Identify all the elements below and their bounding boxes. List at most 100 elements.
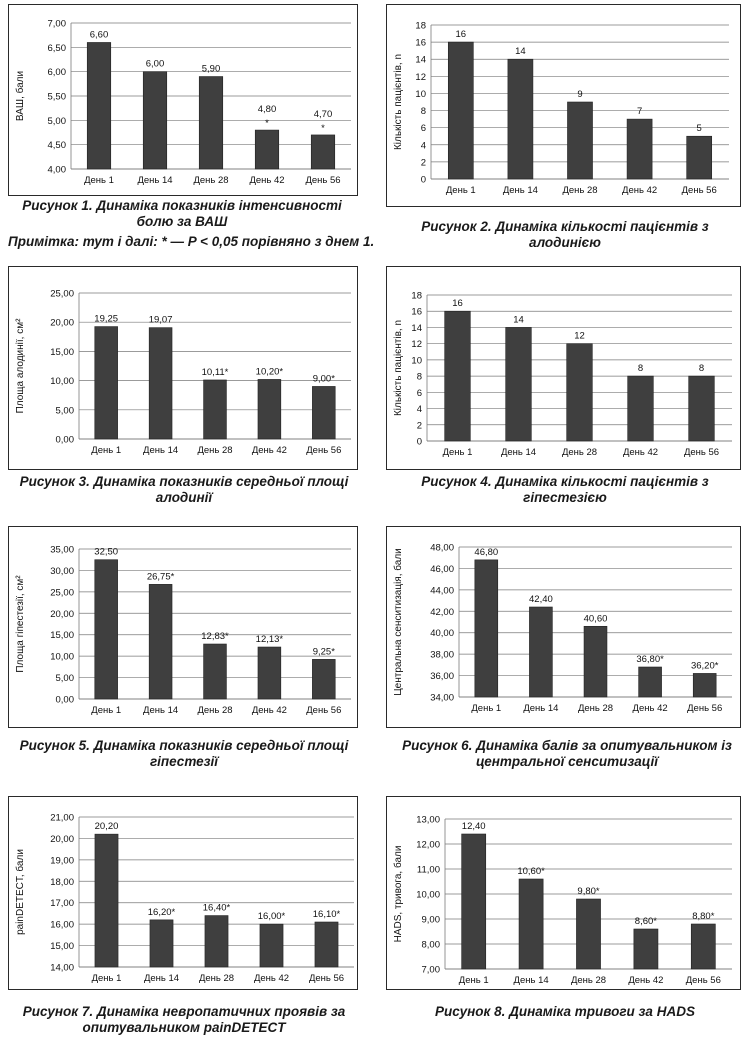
y-tick-label: 10,00 <box>50 376 74 387</box>
bar <box>314 921 339 968</box>
bar <box>94 559 118 700</box>
data-label: 16,10* <box>313 909 341 920</box>
y-tick-label: 10,00 <box>416 890 440 901</box>
bar <box>148 327 173 440</box>
chart-7-caption: Рисунок 7. Динаміка невропатичних прояві… <box>22 1004 346 1035</box>
chart-2-caption: Рисунок 2. Динаміка кількості пацієнтів … <box>421 219 709 250</box>
x-tick-label: День 42 <box>252 705 287 716</box>
chart-7-frame: 14,00 15,00 16,00 17,00 18,00 19,00 20,00 21,00… <box>8 796 358 990</box>
chart-5-frame: 0,00 5,00 10,00 15,00 20,00 25,00 30,00 35,00 32… <box>8 526 358 728</box>
data-label: 6,60 <box>90 29 109 40</box>
x-tick-label: День 42 <box>252 445 287 456</box>
y-tick-label: 8 <box>417 372 422 383</box>
x-tick-label: День 42 <box>249 175 284 186</box>
y-tick-label: 4,00 <box>48 165 67 176</box>
y-tick-label: 5,50 <box>48 92 67 103</box>
data-label: 12,13* <box>256 634 284 645</box>
bar <box>518 878 544 970</box>
x-tick-label: День 1 <box>459 975 489 986</box>
bar <box>310 134 336 170</box>
y-tick-label: 4 <box>417 404 422 415</box>
bar <box>507 58 534 180</box>
x-tick-label: День 56 <box>309 973 344 984</box>
y-axis-title: ВАШ, бали <box>14 71 26 121</box>
data-label: 14 <box>513 314 524 325</box>
y-tick-label: 2 <box>421 157 426 168</box>
y-tick-label: 2 <box>417 420 422 431</box>
bar <box>94 833 119 968</box>
bar <box>633 928 659 970</box>
x-tick-label: День 1 <box>471 703 501 714</box>
significance-star: * <box>321 123 325 134</box>
x-tick-label: День 14 <box>503 185 538 196</box>
y-tick-label: 15,00 <box>50 630 74 641</box>
y-tick-label: 15,00 <box>50 941 74 952</box>
chart-4-caption: Рисунок 4. Динаміка кількості пацієнтів … <box>421 474 709 505</box>
x-tick-label: День 1 <box>443 447 473 458</box>
bar <box>198 76 224 170</box>
data-label: 9,80* <box>577 886 599 897</box>
bar <box>627 375 654 442</box>
bar <box>626 118 653 180</box>
y-tick-label: 14 <box>411 323 422 334</box>
data-label: 12,40 <box>462 821 486 832</box>
y-tick-label: 8 <box>421 106 426 117</box>
y-tick-label: 4,50 <box>48 140 67 151</box>
y-tick-label: 11,00 <box>417 865 440 876</box>
y-tick-label: 18 <box>411 291 422 302</box>
chart-6-caption: Рисунок 6. Динаміка балів за опитувальни… <box>402 738 732 769</box>
data-label: 9,25* <box>313 646 335 657</box>
y-tick-label: 10 <box>411 355 422 366</box>
bar <box>529 606 553 698</box>
y-tick-label: 9,00 <box>422 915 441 926</box>
x-tick-label: День 14 <box>143 705 178 716</box>
bar <box>447 41 474 180</box>
y-tick-label: 6 <box>417 388 422 399</box>
y-axis-title: Площа гіпестезії, см² <box>15 575 26 673</box>
x-tick-label: День 42 <box>622 185 657 196</box>
x-tick-label: День 14 <box>523 703 558 714</box>
y-axis-title: Площа алодинії, см² <box>15 318 26 413</box>
y-tick-label: 17,00 <box>50 898 74 909</box>
data-label: 5 <box>697 123 702 134</box>
x-tick-label: День 1 <box>446 185 476 196</box>
bar <box>86 42 112 170</box>
x-tick-label: День 1 <box>91 445 121 456</box>
y-tick-label: 0 <box>417 437 422 448</box>
y-tick-label: 12 <box>415 72 426 83</box>
bar <box>461 833 487 970</box>
data-label: 16,20* <box>148 907 176 918</box>
y-tick-label: 44,00 <box>430 585 454 596</box>
bar <box>312 386 336 440</box>
x-tick-label: День 42 <box>623 447 658 458</box>
chart-4-frame: 0 2 4 6 8 10 12 14 16 18 16 День 1 14 День 14 12 День 2… <box>386 266 741 470</box>
bar <box>692 673 717 698</box>
y-tick-label: 36,00 <box>430 671 454 682</box>
data-label: 42,40 <box>529 594 553 605</box>
data-label: 8,60* <box>635 916 657 927</box>
chart-3-caption: Рисунок 3. Динаміка показників середньої… <box>19 474 349 505</box>
y-tick-label: 30,00 <box>50 566 74 577</box>
chart-4: 0 2 4 6 8 10 12 14 16 18 16 День 1 14 День 14 12 День 2… <box>393 291 732 458</box>
bar <box>142 71 168 170</box>
significance-note: Примітка: тут і далі: * — P < 0,05 порів… <box>8 234 375 249</box>
y-axis-title: HADS, тривога, бали <box>392 846 404 943</box>
chart-1-caption: Рисунок 1. Динаміка показників інтенсивн… <box>22 198 342 229</box>
x-tick-label: День 42 <box>633 703 668 714</box>
y-tick-label: 14,00 <box>50 963 74 974</box>
bar <box>474 559 499 698</box>
chart-5-caption: Рисунок 5. Динаміка показників середньої… <box>19 738 349 769</box>
bar <box>688 375 715 442</box>
chart-7: 14,00 15,00 16,00 17,00 18,00 19,00 20,00 21,00… <box>14 813 354 984</box>
y-tick-label: 6,50 <box>48 43 67 54</box>
data-label: 36,20* <box>691 660 719 671</box>
y-axis-title: Кількість пацієнтів, n <box>393 320 404 416</box>
y-tick-label: 5,00 <box>56 405 75 416</box>
data-label: 12,83* <box>201 631 229 642</box>
x-tick-label: День 28 <box>571 975 606 986</box>
data-label: 12 <box>574 331 585 342</box>
y-axis-title: Кількість пацієнтів, n <box>393 54 404 150</box>
y-tick-label: 5,00 <box>56 673 75 684</box>
bar <box>257 646 282 700</box>
significance-star: * <box>265 118 269 129</box>
